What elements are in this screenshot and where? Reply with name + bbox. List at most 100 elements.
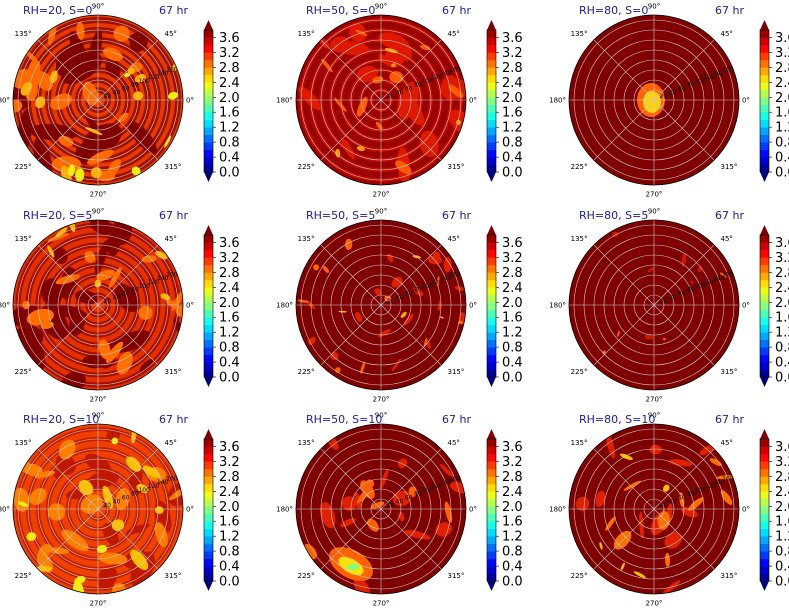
colorbar-segment (204, 536, 213, 544)
colorbar-tick-label: 0.4 (219, 356, 240, 371)
colorbar-segment (487, 347, 496, 355)
colorbar-tick-label: 2.4 (502, 76, 523, 91)
field-blob (41, 278, 63, 307)
angle-tick-label: 180° (0, 97, 10, 105)
colorbar-tick-label: 0.8 (219, 136, 240, 151)
angular-gridline (320, 244, 382, 306)
colorbar-segment (487, 127, 496, 135)
colorbar-frame (759, 234, 770, 378)
field-blob (595, 490, 606, 508)
angular-gridline (380, 448, 442, 510)
field-blob (84, 251, 96, 263)
colorbar-segment (204, 491, 213, 500)
field-blob (720, 490, 733, 505)
radial-tick-label: 100 (138, 283, 150, 290)
field-blob (419, 130, 439, 157)
angle-tick-label: 180° (276, 302, 293, 310)
colorbar-segment (204, 279, 213, 288)
field-blob (435, 522, 453, 537)
field-blob (313, 264, 320, 271)
angular-gridline (380, 39, 442, 101)
colorbar-tick-label: 0.4 (219, 560, 240, 575)
angle-tick-label: 180° (276, 506, 293, 514)
field-blob (330, 351, 339, 361)
colorbar-segment (204, 302, 213, 311)
colorbar-segment (487, 476, 496, 485)
colorbar-extend-min (487, 377, 496, 387)
colorbar-segment (204, 52, 213, 61)
angular-gridline (37, 448, 99, 510)
radial-tick-label: 140 (440, 275, 452, 282)
colorbar-segment (760, 294, 769, 303)
colorbar-segment (487, 67, 496, 76)
colorbar-tick-label: 2.0 (219, 296, 240, 311)
angle-tick-label: 90° (92, 412, 104, 420)
colorbar-segment (760, 59, 769, 68)
radial-tick-label: 160 (449, 66, 461, 73)
field-blob (67, 164, 76, 177)
angular-gridline (593, 39, 655, 101)
panel-title: RH=50, S=5 (306, 209, 375, 222)
colorbar-segment (760, 446, 769, 455)
colorbar-segment (487, 573, 496, 582)
field-blob (644, 334, 654, 340)
radial-tick-label: 80 (131, 287, 139, 294)
field-blob (719, 272, 727, 278)
field-blob (356, 146, 365, 152)
colorbar-tick-label: 3.6 (775, 31, 789, 46)
angle-tick-label: 315° (448, 368, 465, 376)
colorbar-tick-label: 2.4 (219, 76, 240, 91)
colorbar-segment (760, 362, 769, 370)
colorbar-tick-label: 0.0 (775, 575, 789, 590)
angle-tick-label: 135° (298, 235, 315, 243)
angle-tick-label: 45° (721, 30, 733, 38)
panel-time: 67 hr (715, 209, 744, 222)
field-blob (69, 31, 88, 69)
radial-tick-label: 20 (386, 502, 394, 509)
colorbar-segment (760, 164, 769, 173)
colorbar-extend-min (760, 377, 769, 387)
angular-gridline (653, 448, 715, 510)
colorbar-segment (204, 339, 213, 348)
angular-gridline (320, 448, 382, 510)
colorbar-tick-label: 0.0 (219, 575, 240, 590)
radial-tick-label: 140 (713, 70, 725, 77)
field-blob (697, 266, 703, 272)
angular-gridline (97, 244, 159, 306)
field-patch (347, 564, 359, 570)
angle-tick-label: 270° (373, 600, 390, 608)
angle-tick-label: 90° (648, 208, 660, 216)
field-blob (380, 468, 389, 489)
colorbar-segment (204, 164, 213, 173)
angular-gridline (320, 99, 382, 161)
colorbar-tick-label: 2.8 (219, 61, 240, 76)
colorbar-tick-label: 0.0 (502, 166, 523, 181)
field-blob (663, 337, 666, 341)
field-blob (26, 308, 54, 326)
field-blob (403, 314, 414, 326)
angle-tick-label: 90° (92, 3, 104, 11)
colorbar-segment (487, 44, 496, 53)
panel-time: 67 hr (159, 4, 188, 17)
colorbar-frame (486, 438, 497, 582)
colorbar-segment (487, 294, 496, 303)
colorbar-segment (487, 453, 496, 462)
colorbar-segment (487, 119, 496, 128)
field-blob (716, 475, 735, 480)
field-blob (53, 247, 68, 264)
field-blob (74, 576, 86, 585)
field-blob (439, 463, 455, 479)
angular-gridline (593, 244, 655, 306)
field-blob (168, 91, 179, 100)
colorbar-segment (760, 44, 769, 53)
colorbar-tick-label: 1.2 (775, 326, 789, 341)
colorbar-segment (760, 52, 769, 61)
colorbar-tick-label: 3.2 (775, 251, 789, 266)
colorbar-extend-min (760, 172, 769, 182)
field-blob (647, 267, 654, 273)
angle-tick-label: 135° (298, 30, 315, 38)
field-blob (320, 502, 336, 529)
angular-gridline (37, 39, 99, 101)
